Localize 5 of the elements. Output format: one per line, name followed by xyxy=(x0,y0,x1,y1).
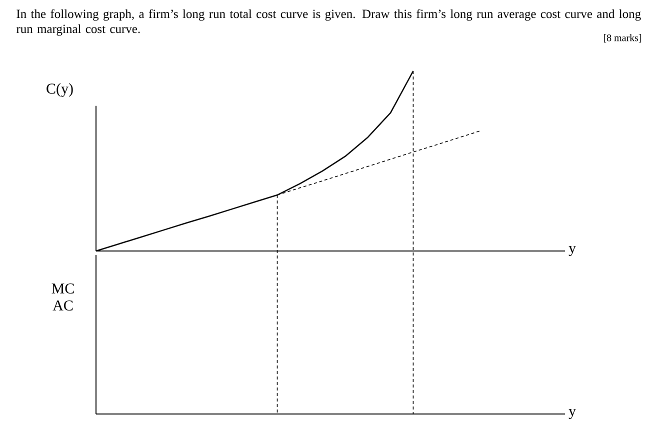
y-axis-title: C(y) xyxy=(46,83,73,97)
x-axis-title: y xyxy=(568,246,576,256)
text: MC AC xyxy=(52,283,74,311)
text: y xyxy=(568,408,576,420)
text: [8 marks] xyxy=(604,34,642,42)
